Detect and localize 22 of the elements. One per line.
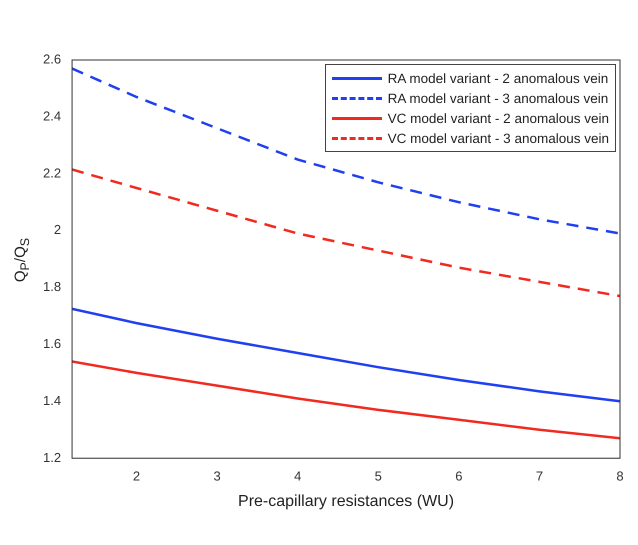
line-series <box>72 168 620 298</box>
x-tick-label: 8 <box>616 468 624 484</box>
legend-label: RA model variant - 2 anomalous vein <box>388 70 608 86</box>
y-tick-label: 2 <box>54 222 62 238</box>
legend-label: VC model variant - 2 anomalous vein <box>388 110 609 126</box>
x-tick-label: 7 <box>536 468 544 484</box>
legend-label: RA model variant - 3 anomalous vein <box>388 90 608 106</box>
y-tick-label: 2.4 <box>42 108 62 124</box>
x-axis-title: Pre-capillary resistances (WU) <box>238 492 454 510</box>
y-tick-label: 1.2 <box>42 450 62 465</box>
line-series <box>72 67 620 235</box>
x-tick-label: 3 <box>213 468 221 484</box>
legend-label: VC model variant - 3 anomalous vein <box>388 130 609 146</box>
x-tick-label: 4 <box>294 468 302 484</box>
y-tick-label: 1.4 <box>42 392 62 408</box>
y-tick-label: 2.2 <box>42 165 62 180</box>
y-tick-label: 1.6 <box>42 336 62 352</box>
y-tick-label: 2.6 <box>42 52 62 67</box>
x-tick-label: 2 <box>132 468 140 484</box>
x-tick-label: 5 <box>374 468 382 484</box>
x-tick-label: 6 <box>455 468 462 484</box>
y-tick-label: 1.8 <box>42 279 62 294</box>
